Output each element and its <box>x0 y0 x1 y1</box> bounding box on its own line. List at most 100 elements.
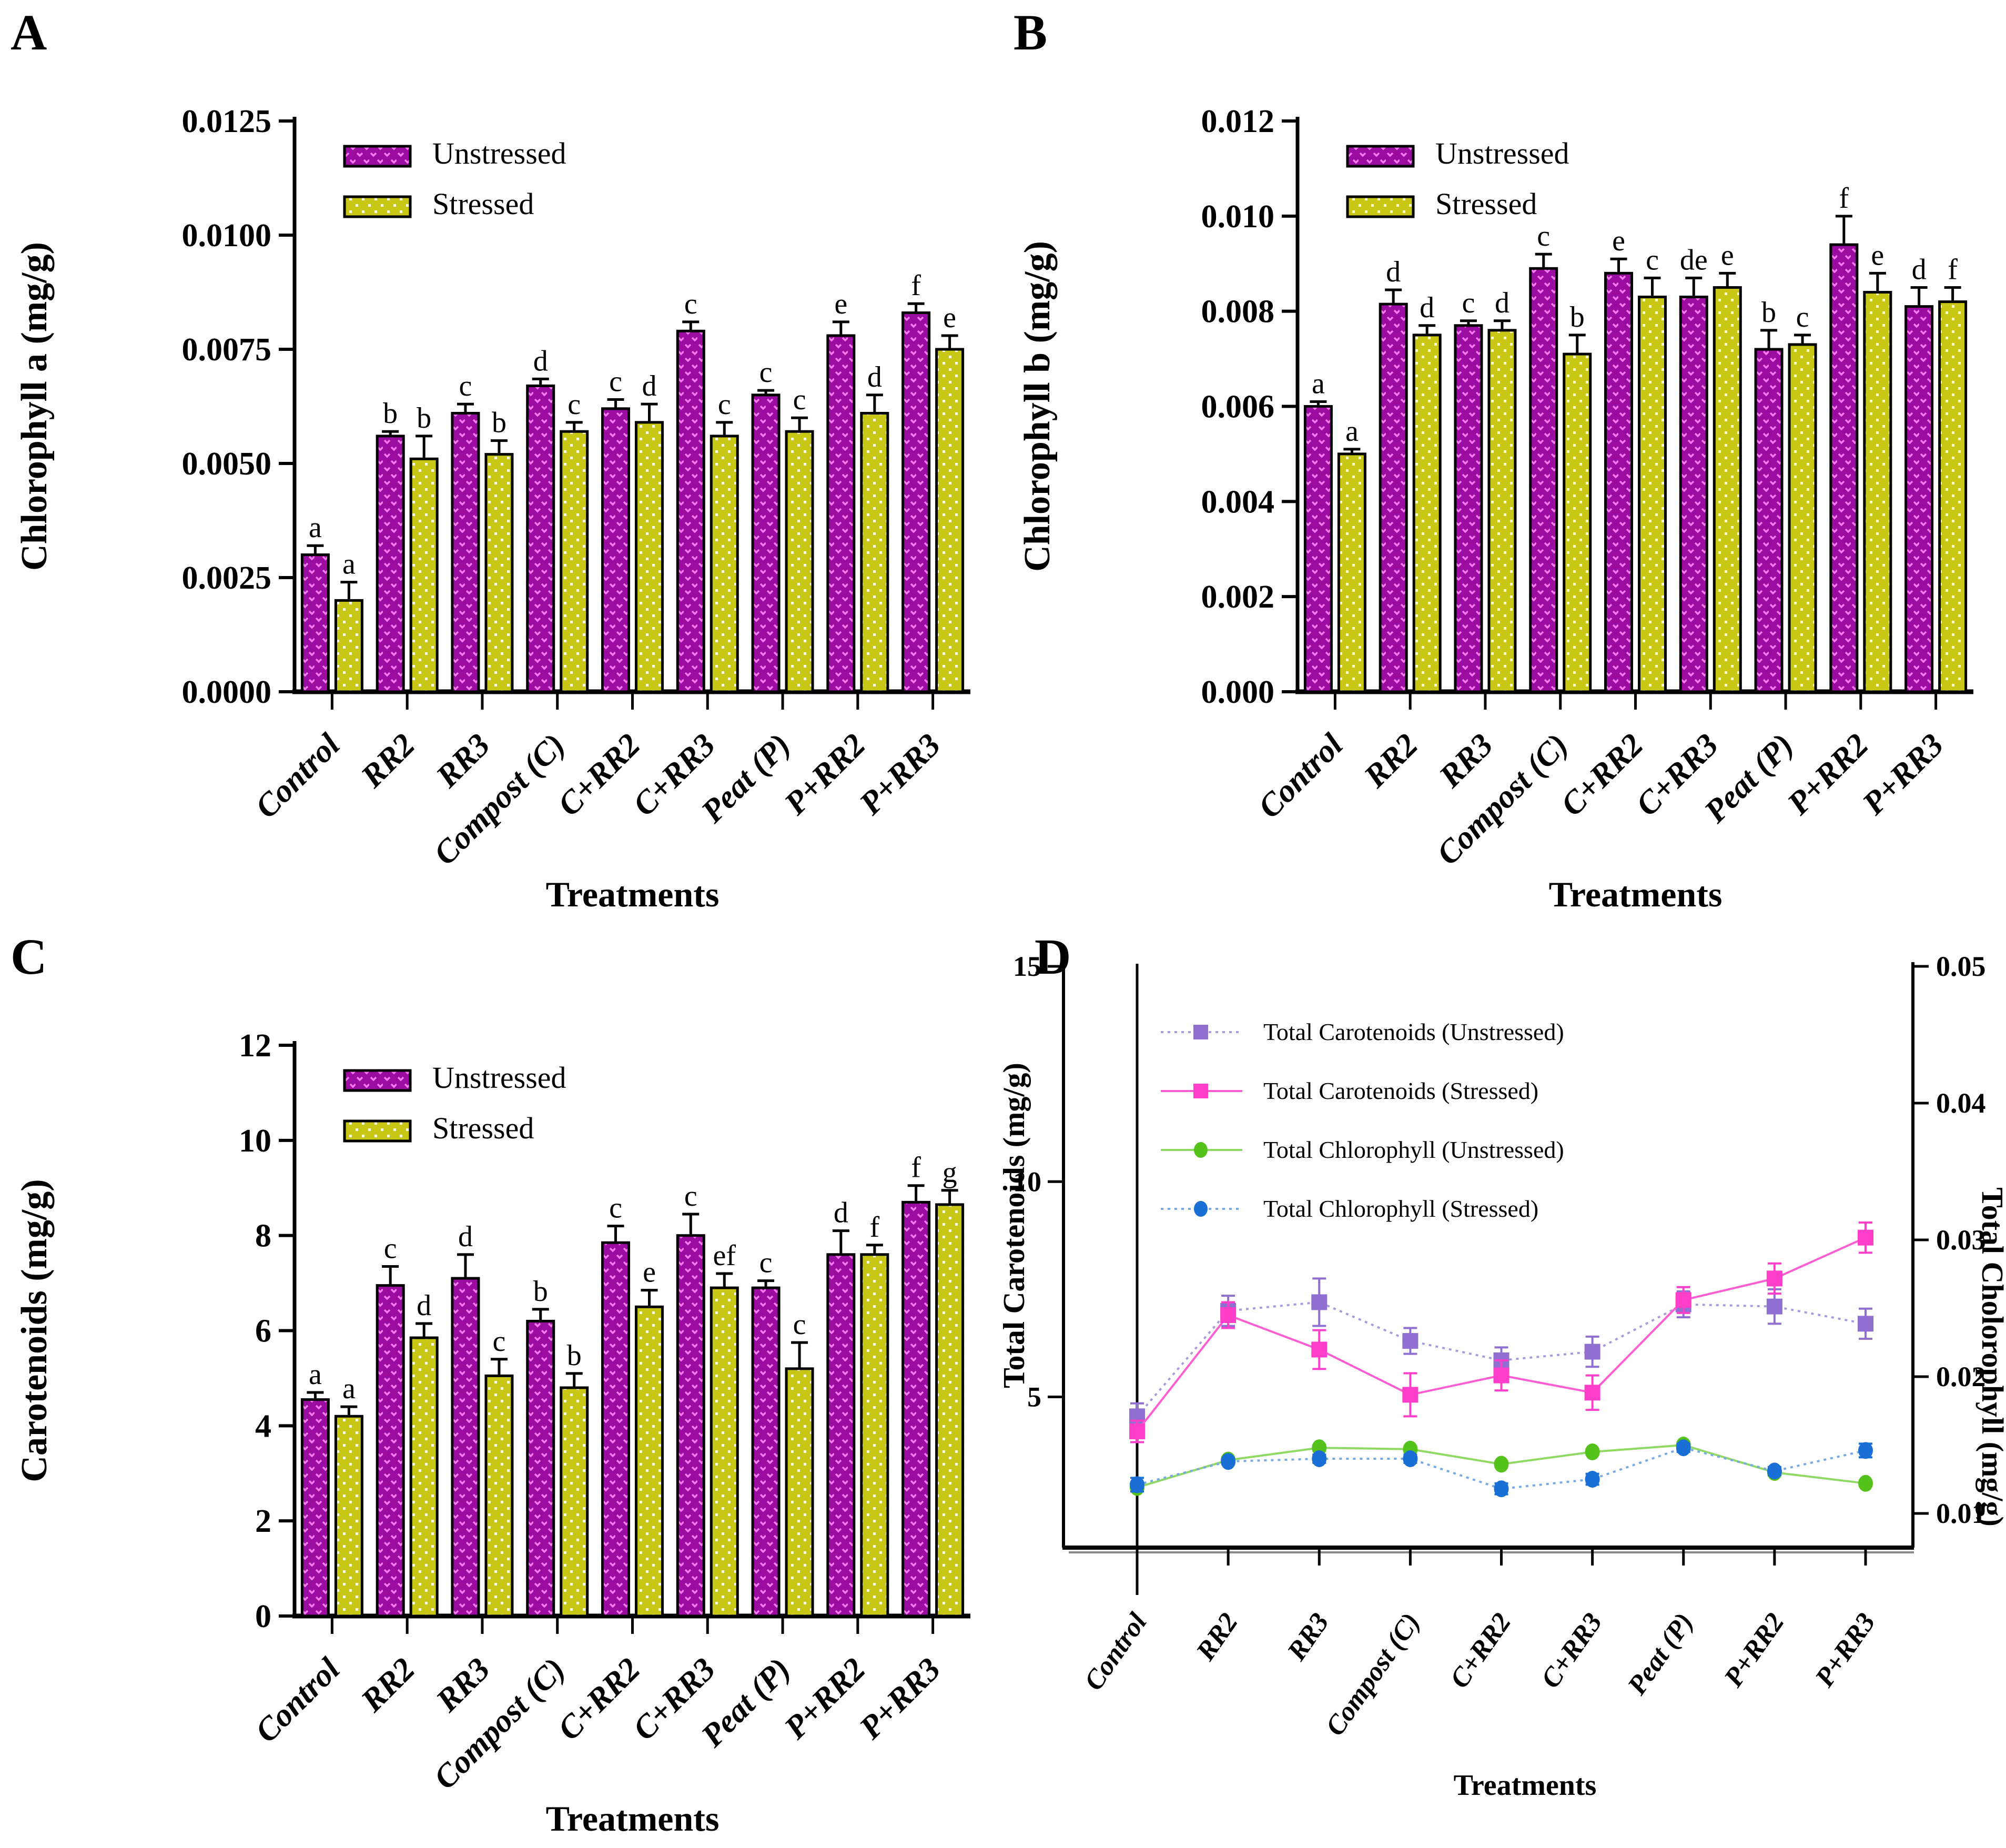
svg-text:0.0050: 0.0050 <box>182 446 272 482</box>
svg-text:Compost (C): Compost (C) <box>1320 1608 1426 1741</box>
svg-text:15: 15 <box>1013 951 1041 982</box>
svg-text:Compost (C): Compost (C) <box>427 727 572 872</box>
bar-unstressed-Peat (P) <box>751 393 781 693</box>
svg-text:0: 0 <box>255 1599 271 1634</box>
svg-text:Carotenoids (mg/g): Carotenoids (mg/g) <box>14 1179 55 1482</box>
bar-unstressed-P+RR3 <box>901 311 931 693</box>
bar-unstressed-C+RR2 <box>601 407 630 693</box>
bar-stressed-Compost (C) <box>560 430 589 693</box>
bar-unstressed-P+RR2 <box>1829 243 1859 693</box>
svg-text:Control: Control <box>1251 726 1350 825</box>
svg-text:a: a <box>309 511 322 544</box>
bar-unstressed-C+RR2 <box>1604 271 1633 693</box>
svg-text:0.0000: 0.0000 <box>182 674 272 710</box>
svg-text:0.02: 0.02 <box>1936 1361 1986 1392</box>
svg-text:ef: ef <box>713 1239 736 1272</box>
svg-text:0.05: 0.05 <box>1936 951 1986 982</box>
svg-text:e: e <box>643 1256 656 1289</box>
svg-text:P+RR3: P+RR3 <box>853 727 948 822</box>
svg-text:c: c <box>609 365 622 398</box>
bar-unstressed-P+RR2 <box>826 1253 856 1618</box>
svg-text:c: c <box>759 356 773 389</box>
svg-text:a: a <box>342 1372 356 1405</box>
svg-text:Stressed: Stressed <box>1435 187 1537 221</box>
svg-text:c: c <box>1646 244 1659 276</box>
svg-text:c: c <box>1537 220 1550 253</box>
svg-text:C+RR2: C+RR2 <box>1554 727 1650 823</box>
svg-text:0.012: 0.012 <box>1201 104 1275 139</box>
svg-text:b: b <box>533 1275 548 1308</box>
svg-text:c: c <box>609 1192 622 1225</box>
bar-stressed-C+RR3 <box>710 435 739 693</box>
chart-total-pigments: 5 10 15 0.01 0.02 0.03 0.04 0.05 Control RR2 RR3Co… <box>1003 951 2006 1802</box>
bar-stressed-Peat (P) <box>1788 343 1817 693</box>
svg-text:C+RR2: C+RR2 <box>1444 1608 1517 1694</box>
svg-text:d: d <box>1420 291 1434 324</box>
svg-text:f: f <box>870 1211 880 1244</box>
svg-text:Total Carotenoids (mg/g): Total Carotenoids (mg/g) <box>1003 1063 1031 1388</box>
bar-chart-A: 0.0000 0.0025 0.0050 0.0075 0.0100 0.0125 Cont… <box>14 104 970 914</box>
svg-text:b: b <box>383 397 398 430</box>
svg-text:Unstressed: Unstressed <box>432 136 566 170</box>
chart-chlorophyll-b: 0.000 0.002 0.004 0.006 0.008 0.010 0.012 Contr… <box>1017 104 1973 914</box>
svg-text:c: c <box>384 1232 397 1265</box>
svg-text:Control: Control <box>1079 1608 1153 1696</box>
svg-text:C+RR3: C+RR3 <box>1535 1608 1608 1694</box>
svg-text:0.01: 0.01 <box>1936 1498 1986 1529</box>
svg-text:a: a <box>1345 415 1359 448</box>
bar-unstressed-Compost (C) <box>1529 267 1558 693</box>
svg-text:c: c <box>1796 301 1809 334</box>
svg-text:0.0025: 0.0025 <box>182 560 272 596</box>
svg-text:c: c <box>684 1180 697 1213</box>
svg-text:Treatments: Treatments <box>546 874 720 914</box>
bar-stressed-RR3 <box>1487 329 1517 693</box>
svg-text:de: de <box>1680 244 1708 276</box>
bar-stressed-C+RR2 <box>635 1305 664 1618</box>
svg-text:b: b <box>567 1339 582 1372</box>
svg-text:Treatments: Treatments <box>1549 874 1723 914</box>
svg-text:P+RR3: P+RR3 <box>853 1651 948 1746</box>
bar-unstressed-C+RR3 <box>1679 296 1708 693</box>
series-total-carotenoids-unstressed- <box>1129 1277 1873 1430</box>
bar-stressed-RR2 <box>1412 334 1442 693</box>
svg-text:Total Carotenoids (Unstressed): Total Carotenoids (Unstressed) <box>1263 1018 1564 1045</box>
svg-text:b: b <box>1761 296 1776 329</box>
bar-unstressed-RR3 <box>451 1277 480 1618</box>
svg-text:d: d <box>458 1220 473 1253</box>
panel-chlorophyll-a: A 0.0000 0.0025 0.0050 0.0075 0.0100 0.0125 Co… <box>0 0 1003 924</box>
svg-text:Unstressed: Unstressed <box>432 1061 566 1095</box>
svg-text:f: f <box>1948 253 1958 286</box>
bar-stressed-P+RR2 <box>860 412 889 693</box>
svg-text:0.006: 0.006 <box>1201 389 1275 425</box>
svg-text:RR2: RR2 <box>354 1651 422 1719</box>
bar-unstressed-Control <box>300 553 330 693</box>
svg-text:0.0075: 0.0075 <box>182 332 272 368</box>
bar-stressed-P+RR2 <box>1863 291 1892 693</box>
svg-text:c: c <box>718 388 731 421</box>
svg-text:Control: Control <box>248 726 347 825</box>
svg-text:d: d <box>1912 253 1927 286</box>
svg-text:0.04: 0.04 <box>1936 1087 1986 1119</box>
svg-text:RR3: RR3 <box>1432 727 1500 795</box>
svg-text:c: c <box>459 370 472 402</box>
bar-unstressed-RR2 <box>1379 302 1408 693</box>
svg-text:2: 2 <box>255 1503 271 1539</box>
svg-text:Stressed: Stressed <box>432 1111 534 1145</box>
svg-text:c: c <box>759 1247 773 1279</box>
bar-stressed-Peat (P) <box>785 1367 814 1618</box>
series-total-carotenoids-stressed- <box>1129 1221 1873 1443</box>
bar-stressed-RR3 <box>484 453 514 693</box>
panel-letter-d: D <box>1035 928 1071 985</box>
svg-text:e: e <box>1871 239 1884 271</box>
svg-text:e: e <box>834 288 847 320</box>
svg-text:0.000: 0.000 <box>1201 674 1275 710</box>
svg-text:d: d <box>1386 256 1401 288</box>
series-total-chlorophyll-stressed- <box>1130 1439 1873 1498</box>
svg-text:d: d <box>867 361 882 393</box>
legend-C: Unstressed Stressed <box>343 1061 566 1145</box>
bar-unstressed-C+RR2 <box>601 1241 630 1618</box>
svg-text:12: 12 <box>239 1028 271 1064</box>
svg-text:a: a <box>309 1358 322 1391</box>
bar-stressed-C+RR2 <box>1638 296 1667 693</box>
svg-text:d: d <box>642 370 657 402</box>
